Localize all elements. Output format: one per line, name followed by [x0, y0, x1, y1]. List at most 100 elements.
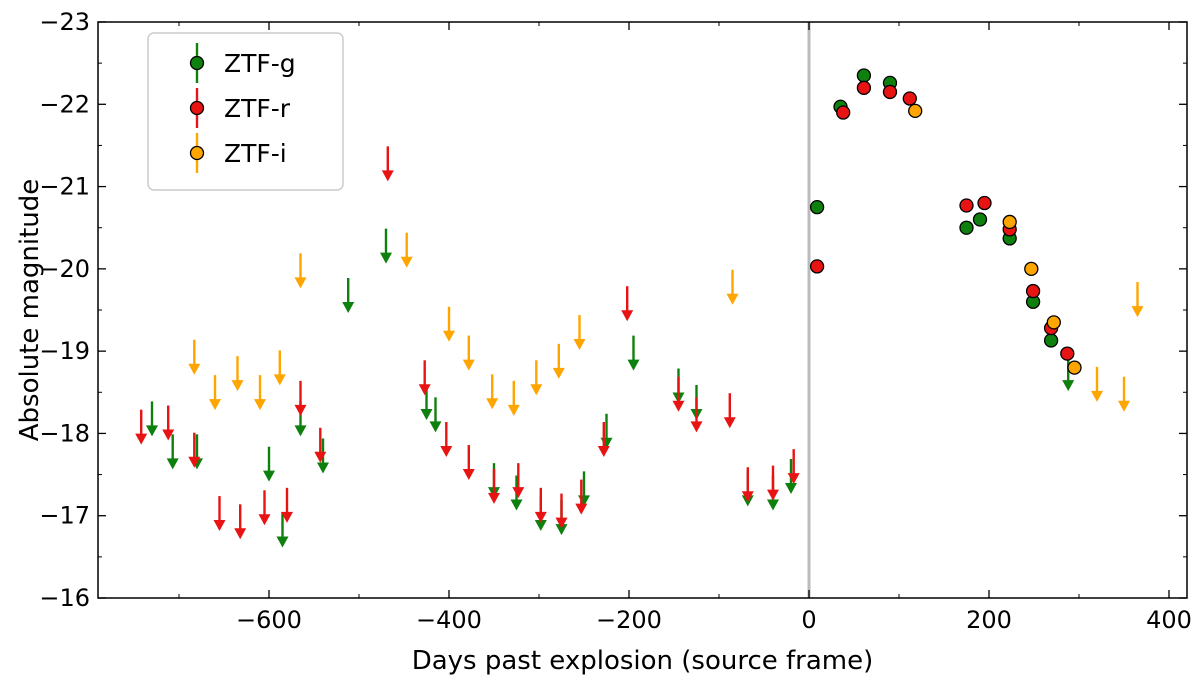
upper-limit-arrow: [787, 449, 800, 485]
upper-limit-head: [787, 473, 800, 485]
upper-limit-arrow: [440, 422, 453, 457]
data-point: [882, 84, 898, 100]
upper-limit-arrow: [530, 360, 543, 396]
upper-limit-head: [146, 425, 158, 437]
upper-limit-head: [488, 492, 500, 504]
upper-limit-head: [281, 511, 293, 523]
upper-limit-arrow: [380, 228, 392, 264]
upper-limit-head: [672, 400, 685, 412]
plot-frame: [97, 21, 1188, 599]
legend-item-ztf-i: ZTF-i: [189, 133, 287, 173]
upper-limit-head: [552, 367, 565, 379]
upper-limit-head: [440, 446, 453, 457]
upper-limit-head: [231, 380, 244, 392]
upper-limit-head: [597, 446, 610, 457]
data-point: [1067, 360, 1082, 375]
series-ztf-g: [146, 228, 1075, 548]
series-ztf-i: [188, 64, 1144, 416]
upper-limit-arrow: [258, 490, 271, 526]
upper-limit-arrow: [462, 335, 475, 371]
upper-limit-arrow: [281, 487, 293, 523]
upper-limit-head: [263, 470, 275, 482]
upper-limit-arrow: [462, 445, 475, 481]
upper-limit-head: [1091, 390, 1103, 402]
data-point: [1002, 214, 1017, 230]
upper-limit-arrow: [273, 350, 286, 386]
upper-limit-head: [767, 489, 779, 501]
upper-limit-arrow: [741, 467, 754, 503]
upper-limit-arrow: [254, 375, 266, 411]
upper-limit-arrow: [621, 286, 634, 322]
upper-limit-arrow: [552, 343, 565, 379]
data-point: [856, 80, 872, 95]
y-axis-ticks: −16 −17 −18 −19 −20 −21 −22 −23: [39, 8, 1187, 612]
y-tick-label: −21: [39, 173, 90, 201]
data-point: [856, 68, 872, 83]
legend-marker: [189, 100, 205, 116]
upper-limit-head: [317, 462, 329, 474]
data-point: [1060, 346, 1075, 361]
upper-limit-arrow: [575, 479, 588, 515]
upper-limit-arrow: [486, 374, 499, 410]
data-point: [902, 91, 917, 106]
upper-limit-head: [1118, 400, 1130, 412]
upper-limit-arrow: [726, 269, 739, 305]
upper-limit-head: [575, 503, 588, 515]
upper-limit-arrow: [162, 405, 175, 441]
x-axis-label: Days past explosion (source frame): [412, 646, 874, 676]
upper-limit-arrow: [597, 422, 610, 457]
data-point: [977, 195, 992, 211]
upper-limit-head: [767, 499, 779, 511]
upper-limit-arrow: [342, 278, 355, 313]
upper-limit-arrow: [512, 463, 525, 499]
upper-limit-head: [273, 374, 286, 386]
series-ztf-r: [135, 146, 800, 540]
upper-limit-arrow: [381, 146, 394, 182]
upper-limit-head: [741, 491, 754, 503]
legend-marker: [189, 145, 205, 161]
upper-limit-arrow: [507, 380, 520, 416]
upper-limit-arrow: [400, 232, 413, 268]
upper-limit-head: [555, 524, 568, 536]
y-tick-label: −16: [39, 584, 90, 612]
x-tick-label: −200: [596, 606, 662, 634]
upper-limit-arrow: [263, 446, 275, 482]
upper-limit-head: [380, 252, 392, 264]
upper-limit-arrow: [578, 471, 590, 507]
legend-label: ZTF-g: [224, 49, 296, 78]
upper-limit-head: [573, 339, 586, 351]
upper-limit-head: [627, 359, 640, 371]
legend-label: ZTF-i: [224, 139, 287, 168]
legend-item-ztf-g: ZTF-g: [189, 43, 296, 83]
data-point: [1046, 315, 1061, 330]
upper-limit-head: [342, 302, 355, 313]
x-tick-label: 0: [801, 606, 816, 634]
upper-limit-arrow: [555, 493, 568, 529]
upper-limit-head: [188, 363, 201, 375]
upper-limit-head: [1131, 306, 1144, 318]
upper-limit-head: [162, 429, 175, 441]
upper-limit-arrow: [1091, 366, 1103, 402]
y-tick-label: −22: [39, 90, 90, 118]
upper-limit-head: [1062, 380, 1075, 392]
data-point: [809, 259, 825, 274]
upper-limit-arrow: [1131, 282, 1144, 318]
upper-limit-arrow: [188, 339, 201, 375]
upper-limit-head: [234, 528, 247, 540]
data-point: [836, 105, 851, 120]
upper-limit-head: [400, 256, 413, 268]
upper-limit-arrow: [600, 413, 613, 449]
upper-limit-head: [486, 398, 499, 410]
upper-limit-arrow: [213, 496, 226, 532]
legend-marker: [189, 55, 205, 71]
upper-limit-head: [555, 517, 568, 529]
upper-limit-arrow: [135, 409, 148, 445]
upper-limit-head: [294, 404, 307, 416]
upper-limit-arrow: [418, 360, 431, 396]
upper-limit-head: [294, 277, 307, 289]
upper-limit-head: [726, 293, 739, 305]
x-tick-label: −400: [416, 606, 482, 634]
legend-label: ZTF-r: [224, 94, 291, 123]
data-marks: [135, 64, 1144, 548]
upper-limit-head: [429, 421, 442, 433]
